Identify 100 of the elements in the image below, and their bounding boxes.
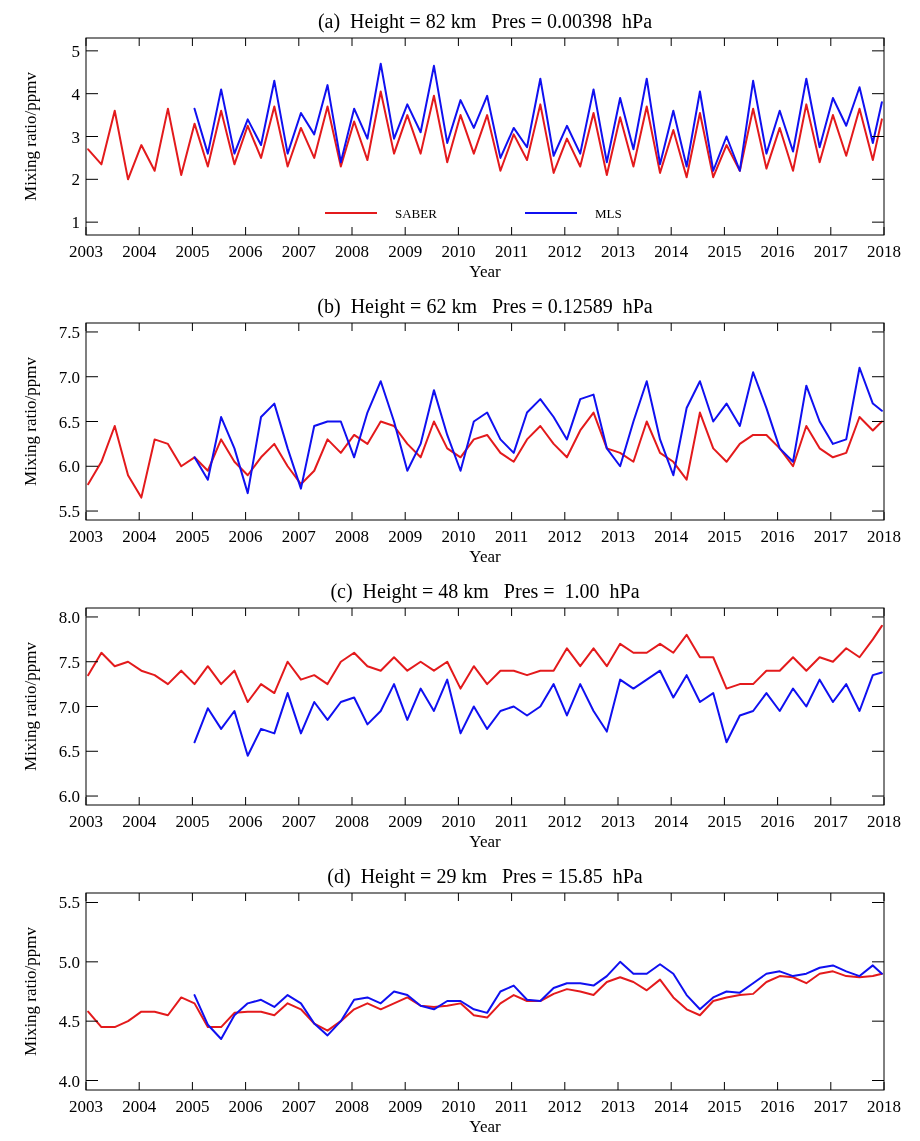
x-tick-label: 2005 (175, 812, 210, 831)
x-tick-label: 2012 (547, 242, 582, 261)
x-tick-label: 2010 (441, 1097, 476, 1116)
x-tick-label: 2015 (707, 527, 742, 546)
x-tick-label: 2017 (813, 242, 849, 261)
y-axis-title: Mixing ratio/ppmv (21, 926, 40, 1056)
x-tick-label: 2016 (760, 527, 795, 546)
x-tick-label: 2004 (122, 242, 157, 261)
legend-label: SABER (395, 206, 438, 221)
x-tick-label: 2017 (813, 1097, 849, 1116)
x-tick-label: 2012 (547, 812, 582, 831)
x-tick-label: 2018 (867, 527, 901, 546)
chart-title: (b) Height = 62 km Pres = 0.12589 hPa (317, 295, 653, 318)
x-tick-label: 2016 (760, 1097, 795, 1116)
x-tick-label: 2018 (867, 812, 901, 831)
x-tick-label: 2004 (122, 812, 157, 831)
x-tick-label: 2015 (707, 812, 742, 831)
chart-title: (c) Height = 48 km Pres = 1.00 hPa (330, 580, 640, 603)
x-tick-label: 2008 (335, 242, 369, 261)
x-tick-label: 2006 (228, 527, 263, 546)
y-axis-title: Mixing ratio/ppmv (21, 71, 40, 201)
x-tick-label: 2009 (388, 242, 423, 261)
x-tick-label: 2004 (122, 1097, 157, 1116)
x-tick-label: 2003 (69, 527, 103, 546)
y-tick-label: 8.0 (58, 607, 80, 627)
x-tick-label: 2013 (601, 1097, 635, 1116)
x-tick-label: 2016 (760, 242, 795, 261)
x-tick-label: 2005 (175, 1097, 210, 1116)
y-tick-label: 7.5 (58, 652, 80, 672)
x-tick-label: 2014 (654, 242, 689, 261)
y-tick-label: 5.5 (58, 893, 80, 913)
line-series (193, 62, 883, 172)
x-tick-label: 2005 (175, 527, 210, 546)
x-tick-label: 2008 (335, 527, 369, 546)
line-series (87, 624, 883, 704)
legend-label: MLS (595, 206, 622, 221)
x-tick-label: 2006 (228, 812, 263, 831)
x-tick-label: 2018 (867, 1097, 901, 1116)
x-tick-label: 2015 (707, 1097, 742, 1116)
line-series (87, 411, 883, 499)
x-tick-label: 2009 (388, 1097, 423, 1116)
line-series (193, 669, 883, 757)
x-tick-label: 2017 (813, 527, 849, 546)
x-tick-label: 2013 (601, 812, 635, 831)
x-tick-label: 2011 (494, 242, 529, 261)
x-tick-label: 2015 (707, 242, 742, 261)
x-axis-title: Year (469, 262, 501, 281)
x-tick-label: 2007 (281, 527, 317, 546)
chart-title: (d) Height = 29 km Pres = 15.85 hPa (327, 865, 643, 888)
x-tick-label: 2003 (69, 1097, 103, 1116)
x-tick-label: 2014 (654, 812, 689, 831)
x-tick-label: 2013 (601, 242, 635, 261)
x-tick-label: 2013 (601, 527, 635, 546)
x-tick-label: 2009 (388, 527, 423, 546)
y-tick-label: 6.5 (58, 412, 80, 432)
x-tick-label: 2010 (441, 812, 476, 831)
x-tick-label: 2014 (654, 527, 689, 546)
x-tick-label: 2016 (760, 812, 795, 831)
x-tick-label: 2008 (335, 812, 369, 831)
x-tick-label: 2012 (547, 527, 582, 546)
y-tick-label: 5.0 (58, 952, 80, 972)
y-tick-label: 6.5 (58, 742, 80, 762)
y-axis-title: Mixing ratio/ppmv (21, 356, 40, 486)
x-tick-label: 2014 (654, 1097, 689, 1116)
y-tick-label: 1 (71, 213, 80, 233)
x-tick-label: 2005 (175, 242, 210, 261)
x-axis-title: Year (469, 1117, 501, 1136)
x-tick-label: 2011 (494, 1097, 529, 1116)
line-series (193, 960, 883, 1040)
x-tick-label: 2003 (69, 242, 103, 261)
y-axis-title: Mixing ratio/ppmv (21, 641, 40, 771)
line-series (87, 90, 883, 181)
x-tick-label: 2018 (867, 242, 901, 261)
x-tick-label: 2004 (122, 527, 157, 546)
y-tick-label: 7.0 (58, 697, 80, 717)
line-series (87, 970, 883, 1032)
y-tick-label: 6.0 (58, 787, 80, 807)
x-tick-label: 2003 (69, 812, 103, 831)
y-tick-label: 7.0 (58, 367, 80, 387)
y-tick-label: 4.0 (58, 1071, 80, 1091)
y-tick-label: 4 (71, 84, 81, 104)
x-tick-label: 2009 (388, 812, 423, 831)
y-tick-label: 2 (71, 170, 80, 190)
x-axis-title: Year (469, 832, 501, 851)
x-tick-label: 2012 (547, 1097, 582, 1116)
x-tick-label: 2011 (494, 812, 529, 831)
x-axis-title: Year (469, 547, 501, 566)
x-tick-label: 2007 (281, 1097, 317, 1116)
y-tick-label: 5 (71, 41, 80, 61)
y-tick-label: 4.5 (58, 1012, 80, 1032)
chart-title: (a) Height = 82 km Pres = 0.00398 hPa (317, 10, 653, 33)
x-tick-label: 2008 (335, 1097, 369, 1116)
x-tick-label: 2007 (281, 242, 317, 261)
x-tick-label: 2010 (441, 242, 476, 261)
y-tick-label: 6.0 (58, 457, 80, 477)
y-tick-label: 7.5 (58, 322, 80, 342)
x-tick-label: 2007 (281, 812, 317, 831)
x-tick-label: 2011 (494, 527, 529, 546)
line-series (193, 366, 883, 495)
x-tick-label: 2006 (228, 242, 263, 261)
